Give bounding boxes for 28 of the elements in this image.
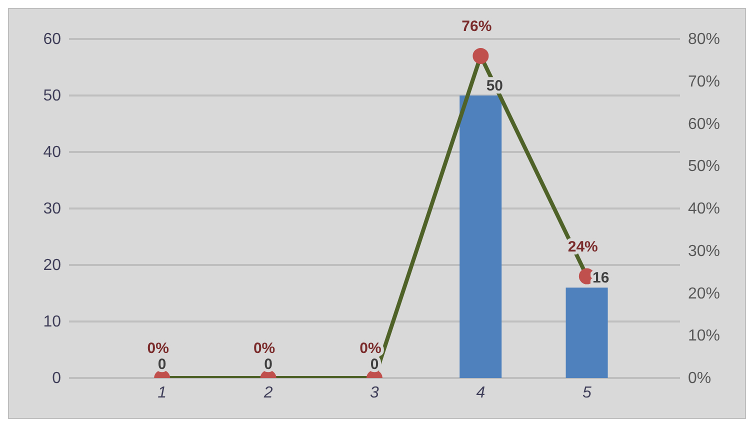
data-label: 16 <box>592 270 610 287</box>
y-tick-label: 20 <box>43 257 62 274</box>
data-label: 0 <box>264 356 272 373</box>
x-tick-label: 4 <box>476 384 486 402</box>
data-label: 0% <box>360 340 382 357</box>
x-tick-label: 1 <box>158 384 167 402</box>
y-tick-label: 0 <box>52 370 62 387</box>
y-tick-label: 50 <box>43 88 62 104</box>
y2-tick-label: 40% <box>688 200 720 218</box>
data-label: 0% <box>147 340 169 357</box>
y2-tick-label: 60% <box>688 116 720 133</box>
y2-tick-label: 30% <box>688 242 720 260</box>
y2-tick-label: 80% <box>688 31 720 48</box>
data-label: 0% <box>253 340 276 357</box>
x-tick-label: 3 <box>370 384 380 402</box>
y2-tick-label: 10% <box>688 328 720 345</box>
x-tick-label: 5 <box>582 384 592 402</box>
y-tick-label: 40 <box>43 144 62 161</box>
x-tick-label: 2 <box>262 384 273 402</box>
y2-tick-label: 70% <box>688 73 720 90</box>
y-tick-label: 30 <box>43 200 62 218</box>
y2-tick-label: 0% <box>688 370 712 387</box>
y2-tick-label: 50% <box>688 158 720 176</box>
y-tick-label: 60 <box>43 31 62 48</box>
data-label: 76% <box>462 18 492 35</box>
y-tick-label: 10 <box>43 314 62 330</box>
data-label: 0 <box>158 356 166 373</box>
y2-tick-label: 20% <box>688 285 720 302</box>
